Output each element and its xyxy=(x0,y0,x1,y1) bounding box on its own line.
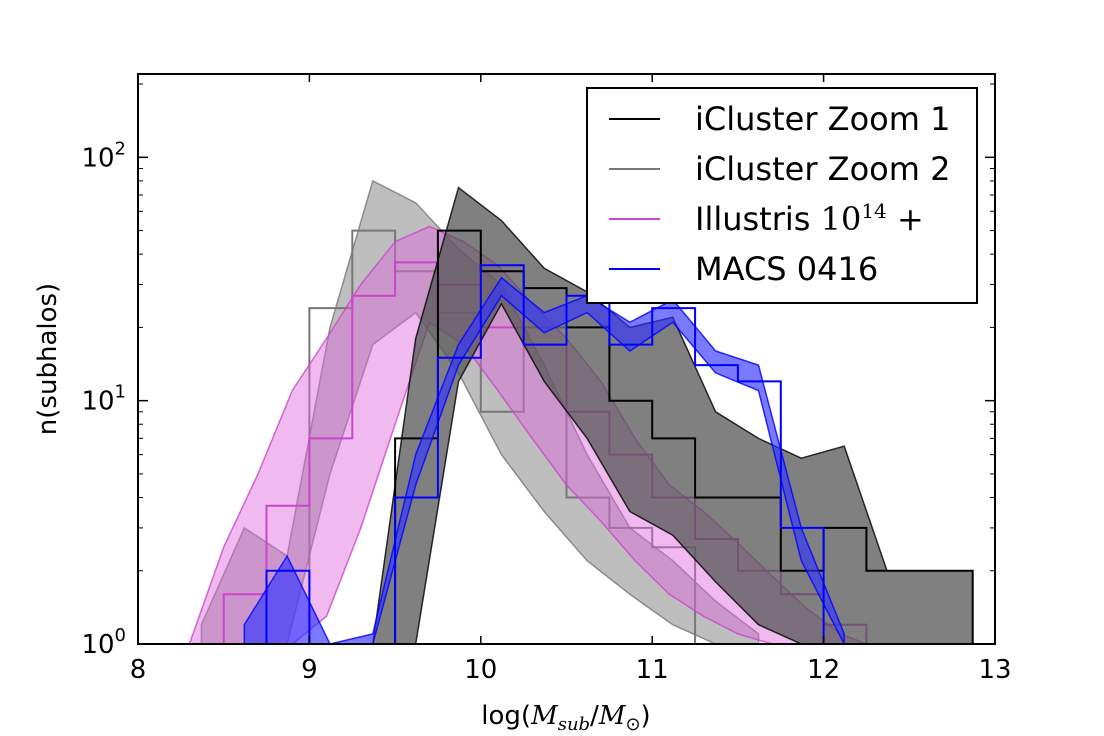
y-tick-label: 100 xyxy=(81,625,126,660)
legend-box xyxy=(586,87,978,304)
x-tick-label: 9 xyxy=(301,655,318,685)
step-line-series-2 xyxy=(394,229,974,644)
y-tick-label: 102 xyxy=(81,138,126,173)
x-tick-label: 12 xyxy=(807,655,840,685)
axis-ticks: 8 9 10 11 12 13 100 101 102 xyxy=(81,74,1012,685)
x-tick-label: 8 xyxy=(130,655,147,685)
legend-entry: Illustris 1014 + xyxy=(695,199,924,238)
legend: iCluster Zoom 1 iCluster Zoom 2 Illustris … xyxy=(586,87,978,304)
x-axis-label: log(Msub/M⊙) xyxy=(481,701,650,735)
plot-frame xyxy=(137,73,996,645)
step-line-series-3 xyxy=(265,264,825,644)
step-line-series-0 xyxy=(308,229,697,644)
x-tick-label: 10 xyxy=(464,655,497,685)
legend-entry: MACS 0416 xyxy=(695,250,878,288)
y-tick-label: 101 xyxy=(81,382,126,417)
y-axis-label: n(subhalos) xyxy=(33,283,63,435)
plot-area xyxy=(188,179,974,644)
legend-entry: iCluster Zoom 2 xyxy=(695,150,950,188)
x-tick-label: 13 xyxy=(978,655,1011,685)
series-group xyxy=(188,179,974,644)
x-tick-label: 11 xyxy=(636,655,669,685)
legend-entry: iCluster Zoom 1 xyxy=(695,100,950,138)
